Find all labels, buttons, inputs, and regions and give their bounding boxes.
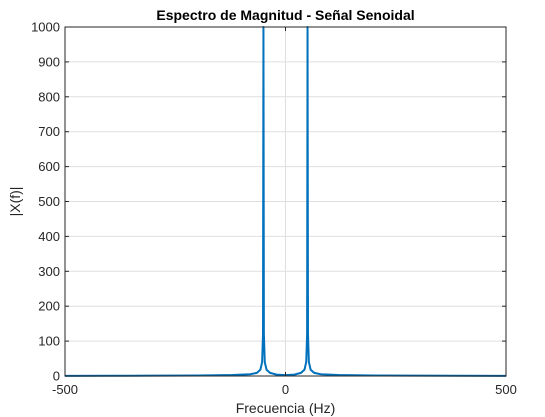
ticks <box>64 26 507 377</box>
y-tick-label: 400 <box>38 229 60 244</box>
grid <box>65 27 506 376</box>
x-tick-label: 0 <box>282 382 289 397</box>
y-tick-label: 300 <box>38 264 60 279</box>
y-tick-label: 600 <box>38 159 60 174</box>
y-tick-label: 1000 <box>31 20 60 35</box>
y-tick-label: 800 <box>38 89 60 104</box>
y-tick-label: 0 <box>53 369 60 384</box>
x-tick-label: -500 <box>52 382 78 397</box>
y-tick-label: 900 <box>38 54 60 69</box>
y-tick-label: 500 <box>38 194 60 209</box>
x-tick-label: 500 <box>495 382 517 397</box>
x-axis-label: Frecuencia (Hz) <box>236 400 336 416</box>
y-axis-label: |X(f)| <box>7 187 23 217</box>
y-tick-label: 200 <box>38 299 60 314</box>
y-tick-label: 700 <box>38 124 60 139</box>
y-tick-label: 100 <box>38 334 60 349</box>
chart-title: Espectro de Magnitud - Señal Senoidal <box>156 7 414 23</box>
